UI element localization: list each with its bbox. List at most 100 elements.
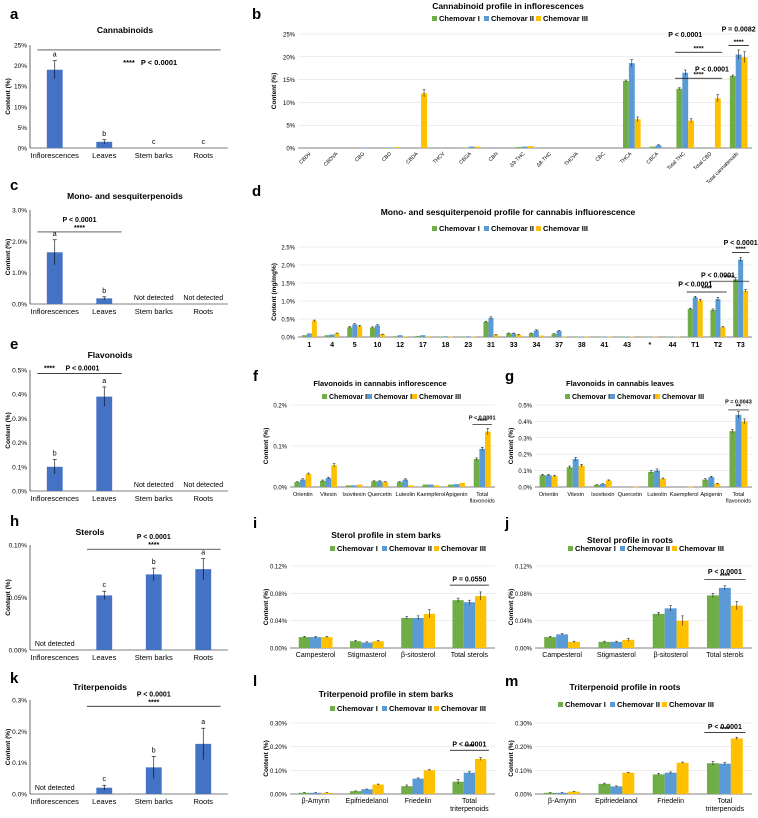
y-tick-label: 0.30% xyxy=(270,722,288,728)
legend-swatch xyxy=(662,702,667,707)
bar xyxy=(459,482,466,487)
bar xyxy=(741,57,748,149)
bar xyxy=(568,791,581,794)
panel-letter: m xyxy=(505,673,518,690)
p-value: P < 0.0001 xyxy=(668,32,702,39)
bar xyxy=(622,772,635,794)
not-detected-label: Not detected xyxy=(134,295,174,302)
significance-letter: a xyxy=(53,52,57,59)
y-axis-label: Content (%) xyxy=(5,239,12,275)
significance-stars: **** xyxy=(724,275,735,282)
bar xyxy=(361,147,368,149)
y-tick-label: 0.05% xyxy=(9,595,28,602)
significance-letter: c xyxy=(152,139,156,146)
significance-stars: **** xyxy=(123,58,135,67)
x-tick-label-line2: triterpenoids xyxy=(706,806,745,813)
bar xyxy=(619,336,625,338)
x-tick-label: β-sitosterol xyxy=(401,652,436,659)
y-tick-label: 0.5% xyxy=(518,404,532,410)
x-tick-label: Total xyxy=(717,798,732,805)
chart-title: Flavonoids in cannabis leaves xyxy=(566,379,674,388)
chart-title: Sterol profile in roots xyxy=(587,535,673,545)
y-tick-label: 0.1% xyxy=(12,464,27,471)
not-detected-label: Not detected xyxy=(35,641,75,648)
x-tick-label: Kaempferol xyxy=(417,492,446,498)
y-tick-label: 15% xyxy=(283,78,296,84)
legend-label: Chemovar I xyxy=(337,704,378,713)
x-tick-label: CBD xyxy=(381,151,393,163)
y-tick-label: 20% xyxy=(14,63,27,70)
significance-letter: b xyxy=(102,131,106,138)
y-tick-label: 0.08% xyxy=(270,592,288,598)
x-tick-label: 17 xyxy=(419,342,427,349)
bar xyxy=(325,477,332,487)
bar xyxy=(309,637,322,648)
bar xyxy=(453,484,460,487)
significance-stars: **** xyxy=(694,72,705,79)
bar xyxy=(735,54,742,148)
y-tick-label: 0.00% xyxy=(9,648,28,655)
x-tick-label: Inflorescences xyxy=(31,307,80,316)
bar xyxy=(697,300,703,337)
bar xyxy=(321,792,333,794)
panel-letter: f xyxy=(253,368,259,385)
x-tick-label: 23 xyxy=(464,342,472,349)
bar xyxy=(605,480,612,487)
legend-label: Chemovar II xyxy=(389,704,432,713)
legend-swatch xyxy=(484,16,489,21)
x-tick-label: Apigenin xyxy=(446,492,468,498)
bar xyxy=(676,88,683,148)
panel-letter: l xyxy=(253,673,257,690)
x-tick-label: THCVA xyxy=(563,151,580,168)
bar xyxy=(392,336,398,337)
x-tick-label: β-Amyrin xyxy=(548,798,576,805)
legend-swatch xyxy=(655,394,660,399)
y-axis-label: Content (%) xyxy=(263,428,270,464)
p-value: P < 0.0001 xyxy=(141,58,177,67)
bar xyxy=(408,485,414,487)
x-tick-label: Total sterols xyxy=(706,652,744,659)
x-tick-label: CBDA xyxy=(405,151,420,166)
x-tick-label: Total xyxy=(733,492,745,498)
bar xyxy=(642,336,648,338)
x-tick-label-line2: flavonoids xyxy=(470,499,495,505)
y-tick-label: 5% xyxy=(286,124,295,130)
legend-label: Chemovar I xyxy=(572,394,610,401)
bar xyxy=(46,69,63,148)
bar xyxy=(423,770,436,794)
bar xyxy=(624,336,630,338)
bar xyxy=(648,471,655,487)
bar xyxy=(474,146,481,148)
legend-swatch xyxy=(565,394,570,399)
bar xyxy=(463,772,476,794)
chart-title: Triterpenoid profile in stem barks xyxy=(319,689,454,699)
panel-a: a Cannabinoids Content (%) 0% 5% 10% 15% 20% 25%… xyxy=(5,6,228,160)
bar xyxy=(628,63,635,148)
bar xyxy=(692,297,698,337)
bar xyxy=(729,75,736,148)
bar xyxy=(598,783,611,794)
x-tick-label: Leaves xyxy=(92,307,116,316)
x-tick-label: 43 xyxy=(623,342,631,349)
legend-swatch xyxy=(367,394,372,399)
p-value: P < 0.0001 xyxy=(695,66,729,73)
legend-label: Chemovar II xyxy=(627,544,670,553)
bar xyxy=(96,595,113,650)
significance-stars: **** xyxy=(464,744,475,751)
x-tick-label: Campesterol xyxy=(296,652,336,659)
bar xyxy=(305,473,312,487)
not-detected-label: Not detected xyxy=(35,785,75,792)
y-tick-label: 0.0% xyxy=(273,486,287,492)
x-tick-label: THCV xyxy=(432,151,447,166)
panel-f: f Flavonoids in cannabis inflorescence Con… xyxy=(253,368,496,505)
y-tick-label: 0.10% xyxy=(9,543,28,550)
y-axis-label: Content (%) xyxy=(5,78,12,114)
p-value: P < 0.0001 xyxy=(137,691,171,698)
x-tick-label: Roots xyxy=(193,151,213,160)
y-tick-label: 0.5% xyxy=(12,368,27,375)
y-tick-label: 0.00% xyxy=(515,647,533,653)
x-tick-label: Leaves xyxy=(92,151,116,160)
bar xyxy=(579,336,585,338)
bar xyxy=(145,767,162,794)
significance-letter: a xyxy=(201,719,205,726)
